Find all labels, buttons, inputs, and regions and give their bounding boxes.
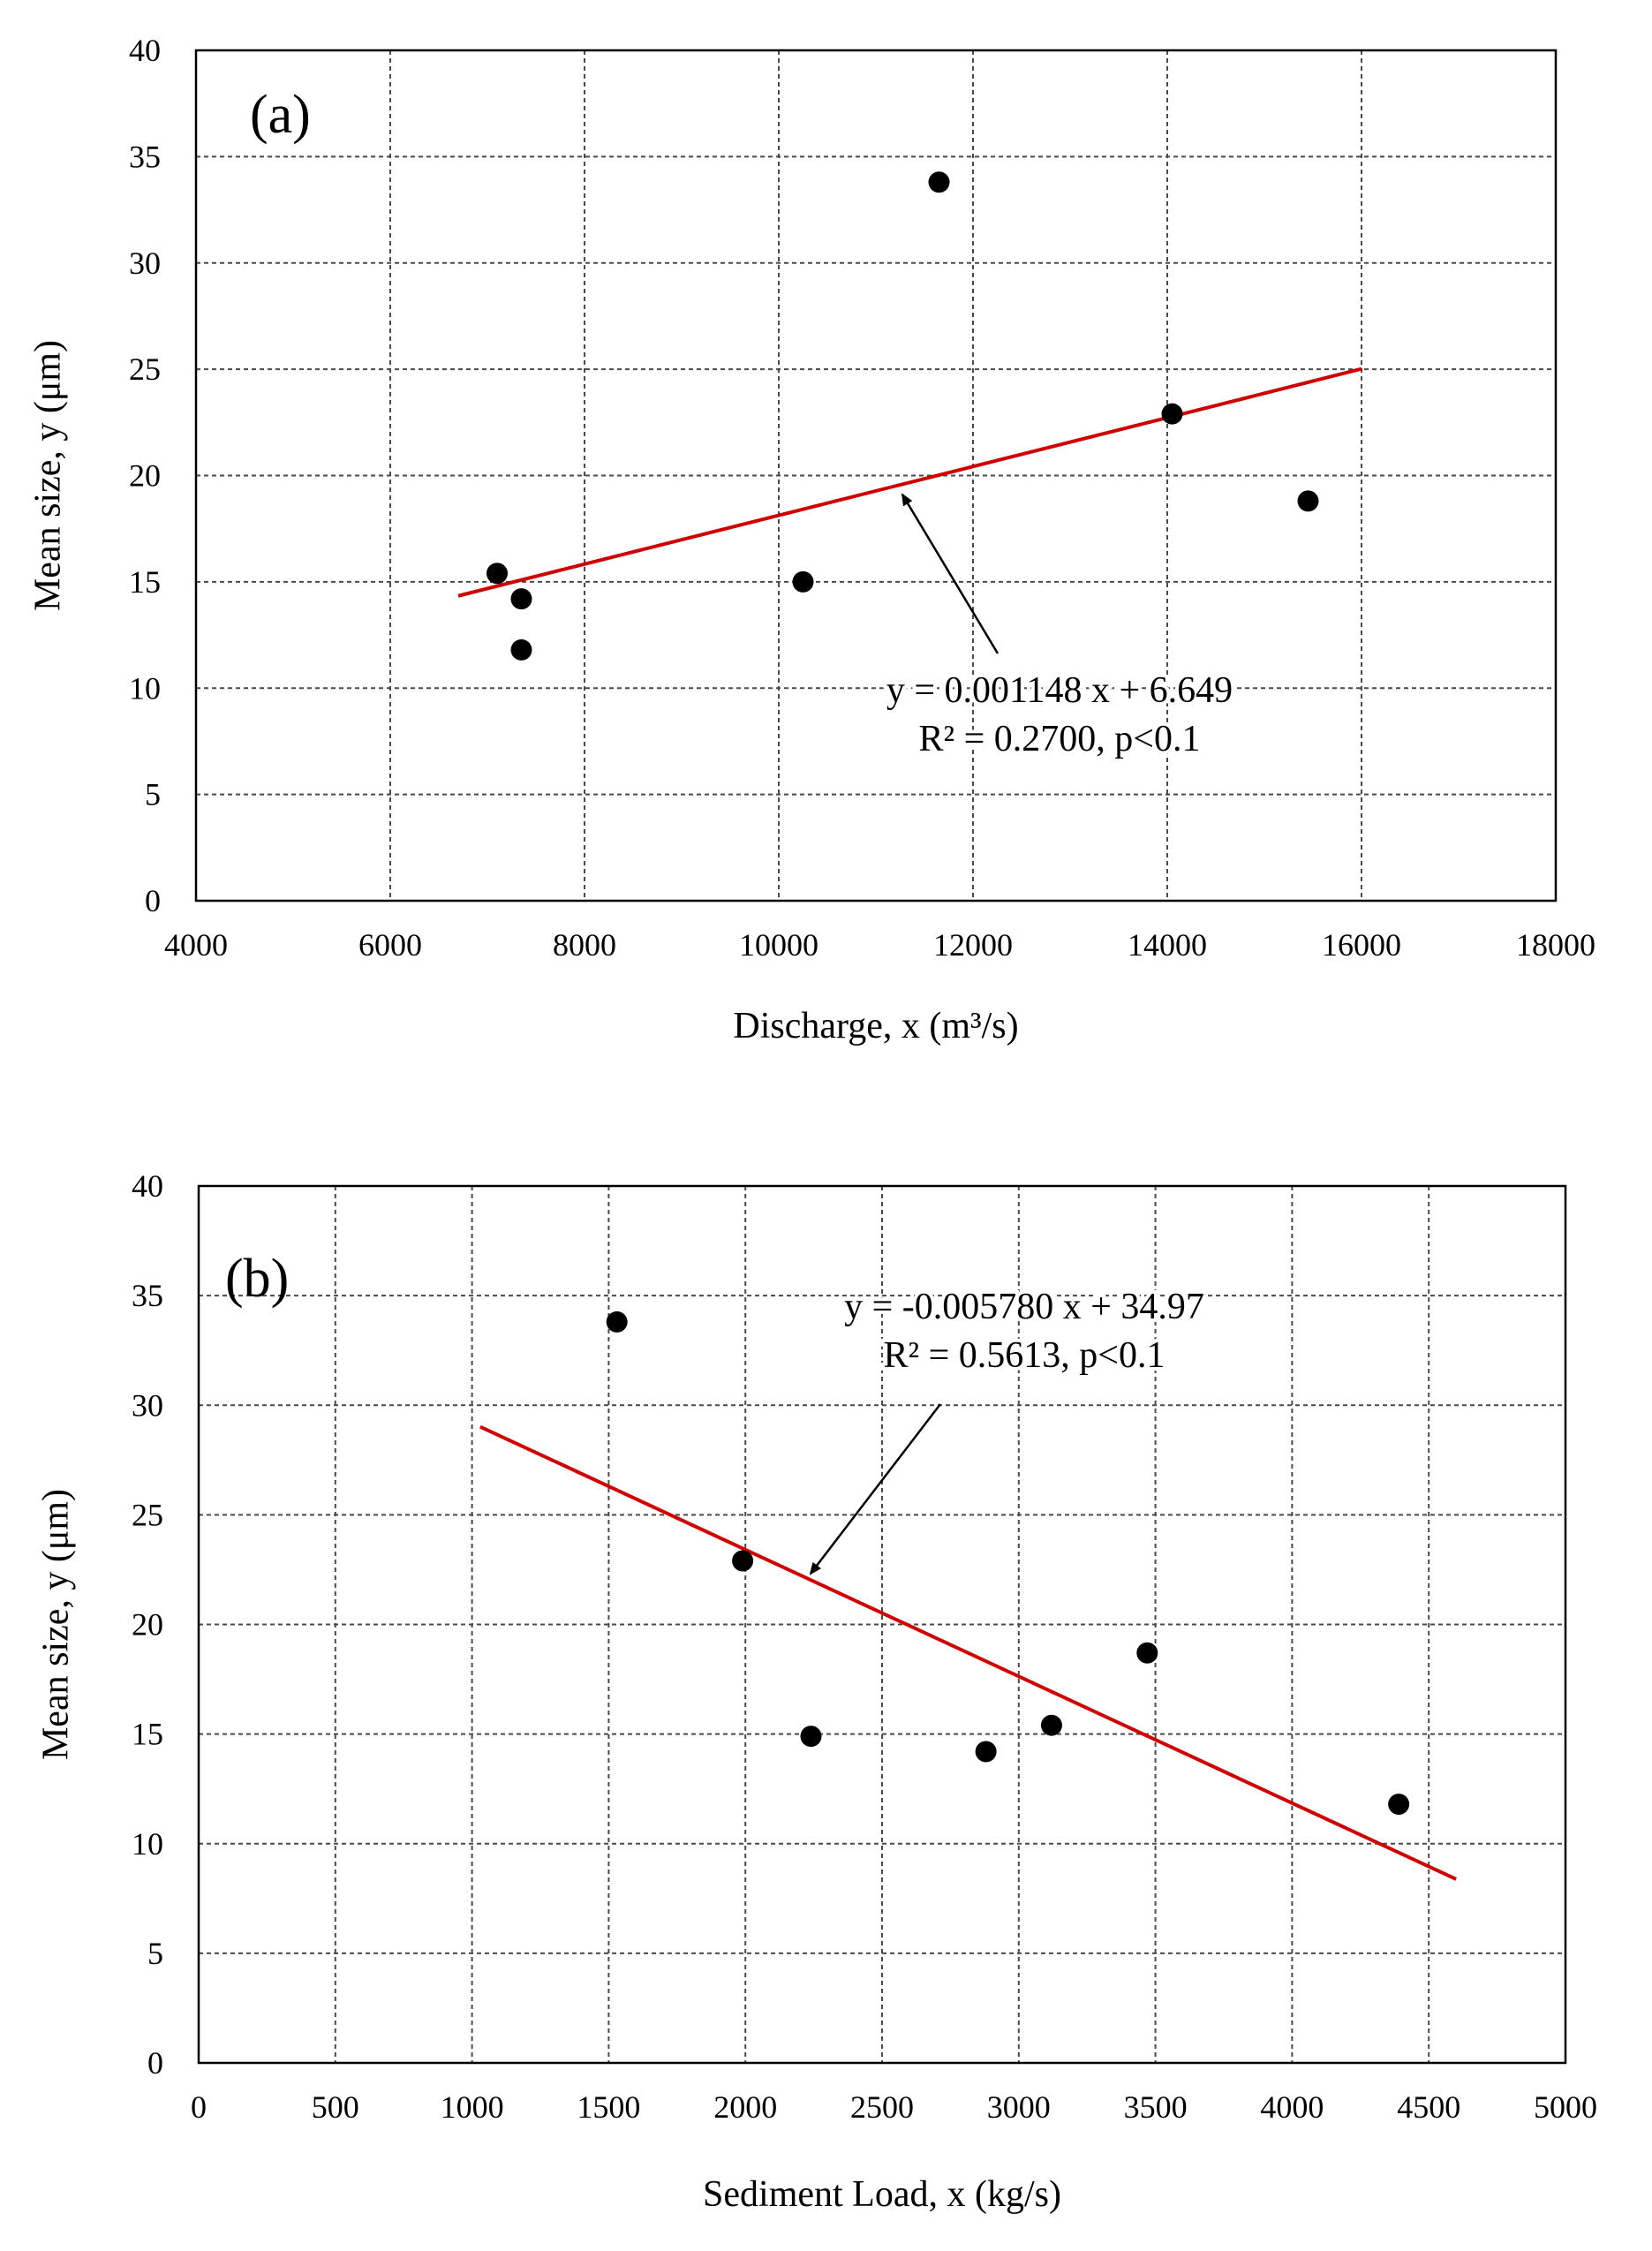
data-point-b-2 — [800, 1726, 822, 1748]
annotation-arrow-b — [809, 1403, 941, 1575]
y-tick-label-b-0: 0 — [147, 2045, 163, 2081]
y-tick-label-a-2: 10 — [129, 670, 161, 706]
y-tick-label-a-7: 35 — [129, 139, 161, 174]
data-point-b-6 — [1388, 1794, 1410, 1816]
regression-line-a — [457, 366, 1362, 598]
y-tick-label-b-6: 30 — [132, 1387, 163, 1423]
chart-panel-a: 4000 6000 8000 10000 12000 14000 16000 18000 0 5 1… — [28, 33, 1595, 1046]
x-tick-label-a-4: 12000 — [933, 927, 1013, 963]
y-axis-title-a: Mean size, y (μm) — [28, 340, 69, 611]
x-tick-label-b-0: 0 — [191, 2089, 207, 2125]
data-point-a-0 — [487, 563, 508, 585]
y-tick-label-a-6: 30 — [129, 245, 161, 281]
y-tick-label-b-5: 25 — [132, 1497, 163, 1532]
x-tick-label-a-3: 10000 — [739, 927, 818, 963]
data-point-b-5 — [1136, 1642, 1158, 1664]
chart-panel-b: 0 500 1000 1500 2000 2500 3000 3500 4000 4500 5000… — [36, 1168, 1597, 2215]
annotation-arrow-a — [901, 493, 999, 654]
x-tick-label-a-0: 4000 — [164, 927, 228, 963]
fit-equation-b: y = -0.005780 x + 34.97 — [844, 1287, 1204, 1327]
panel-label-b: (b) — [225, 1249, 289, 1309]
y-tick-label-a-1: 5 — [145, 777, 161, 812]
data-point-b-1 — [732, 1550, 754, 1572]
y-tick-label-a-0: 0 — [145, 883, 161, 918]
x-tick-label-a-5: 14000 — [1128, 927, 1207, 963]
data-point-a-4 — [928, 171, 950, 193]
y-tick-label-b-2: 10 — [132, 1826, 163, 1862]
fit-stats-b: R² = 0.5613, p<0.1 — [884, 1335, 1165, 1376]
data-point-b-3 — [975, 1741, 997, 1763]
data-point-a-6 — [1297, 490, 1319, 512]
panel-label-a: (a) — [250, 85, 311, 145]
x-tick-label-b-10: 5000 — [1534, 2089, 1597, 2125]
x-tick-label-b-9: 4500 — [1397, 2089, 1460, 2125]
x-tick-label-a-6: 16000 — [1322, 927, 1401, 963]
data-point-a-3 — [792, 570, 814, 593]
data-point-a-1 — [510, 588, 532, 610]
data-point-b-4 — [1040, 1714, 1062, 1736]
x-tick-label-a-1: 6000 — [358, 927, 422, 963]
y-axis-title-b: Mean size, y (μm) — [36, 1489, 77, 1760]
y-tick-label-b-1: 5 — [147, 1936, 163, 1971]
y-tick-label-b-4: 20 — [132, 1607, 163, 1643]
x-tick-label-b-6: 3000 — [987, 2089, 1051, 2125]
data-point-b-0 — [606, 1311, 628, 1333]
y-tick-label-a-5: 25 — [129, 351, 161, 387]
y-tick-label-b-3: 15 — [132, 1717, 163, 1752]
x-tick-label-b-1: 500 — [312, 2089, 359, 2125]
x-axis-title-a: Discharge, x (m³/s) — [733, 1006, 1018, 1046]
fit-stats-a: R² = 0.2700, p<0.1 — [919, 719, 1201, 759]
x-tick-label-b-4: 2000 — [713, 2089, 777, 2125]
y-tick-label-a-3: 15 — [129, 564, 161, 600]
plot-area-b — [197, 1184, 1567, 2065]
fit-equation-a: y = 0.001148 x + 6.649 — [886, 670, 1233, 711]
x-tick-label-b-8: 4000 — [1260, 2089, 1324, 2125]
data-point-a-5 — [1161, 403, 1183, 425]
x-tick-label-a-2: 8000 — [553, 927, 616, 963]
y-tick-label-a-8: 40 — [129, 33, 161, 68]
y-tick-label-b-7: 35 — [132, 1278, 163, 1313]
x-tick-label-b-5: 2500 — [850, 2089, 914, 2125]
plot-area-a — [194, 49, 1558, 903]
x-tick-label-b-2: 1000 — [441, 2089, 504, 2125]
data-point-a-2 — [510, 638, 532, 661]
x-tick-label-b-3: 1500 — [577, 2089, 640, 2125]
y-tick-label-a-4: 20 — [129, 458, 161, 494]
y-tick-label-b-8: 40 — [132, 1168, 163, 1204]
x-axis-title-b: Sediment Load, x (kg/s) — [703, 2174, 1061, 2215]
x-tick-label-b-7: 3500 — [1124, 2089, 1188, 2125]
x-tick-label-a-7: 18000 — [1516, 927, 1595, 963]
regression-line-b — [479, 1424, 1458, 1881]
